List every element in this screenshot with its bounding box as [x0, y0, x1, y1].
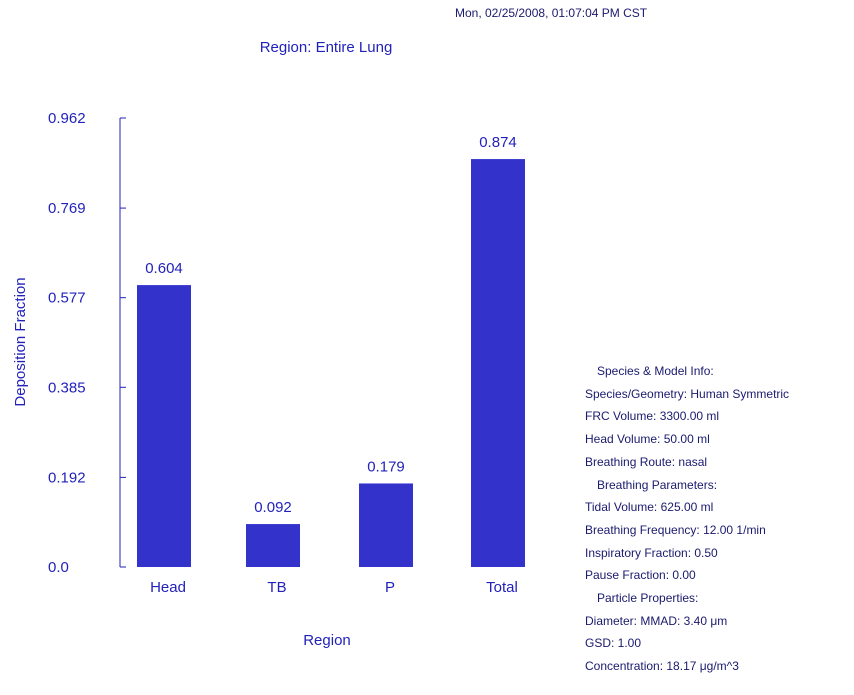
x-tick-label: Head [150, 579, 186, 596]
data-label: 0.092 [254, 499, 292, 516]
tidal-volume: Tidal Volume: 625.00 ml [585, 500, 714, 515]
y-tick-label: 0.385 [48, 379, 86, 396]
bar-tb [246, 524, 300, 567]
y-tick-label: 0.192 [48, 469, 86, 486]
inspiratory-fraction: Inspiratory Fraction: 0.50 [585, 545, 718, 560]
x-tick-label: P [385, 579, 395, 596]
y-tick-label: 0.962 [48, 110, 86, 127]
frc-volume: FRC Volume: 3300.00 ml [585, 409, 720, 424]
bar-head [137, 285, 191, 567]
model-info-panel: Species & Model Info: Species/Geometry: … [585, 360, 850, 678]
particle-gsd: GSD: 1.00 [585, 636, 642, 651]
breathing-frequency: Breathing Frequency: 12.00 1/min [585, 522, 766, 537]
chart-title: Region: Entire Lung [260, 39, 393, 56]
data-label: 0.874 [479, 134, 517, 151]
pause-fraction: Pause Fraction: 0.00 [585, 568, 696, 583]
particle-diameter: Diameter: MMAD: 3.40 μm [585, 613, 728, 628]
particle-properties-header: Particle Properties: [597, 591, 699, 606]
head-volume: Head Volume: 50.00 ml [585, 432, 710, 447]
y-axis-label: Deposition Fraction [12, 277, 29, 406]
data-label: 0.179 [367, 458, 405, 475]
bar-p [359, 483, 413, 567]
data-label: 0.604 [145, 260, 183, 277]
y-tick-label: 0.577 [48, 290, 86, 307]
bar-total [471, 159, 525, 568]
y-tick-label: 0.0 [48, 559, 69, 576]
x-axis-label: Region [303, 632, 351, 649]
timestamp: Mon, 02/25/2008, 01:07:04 PM CST [455, 6, 648, 20]
species-geometry: Species/Geometry: Human Symmetric [585, 386, 790, 401]
x-tick-label: TB [267, 579, 286, 596]
x-tick-label: Total [486, 579, 518, 596]
breathing-route: Breathing Route: nasal [585, 454, 708, 469]
species-model-header: Species & Model Info: [597, 364, 714, 378]
particle-concentration: Concentration: 18.17 μg/m^3 [585, 659, 739, 674]
breathing-parameters-header: Breathing Parameters: [597, 477, 718, 492]
y-tick-label: 0.769 [48, 200, 86, 217]
